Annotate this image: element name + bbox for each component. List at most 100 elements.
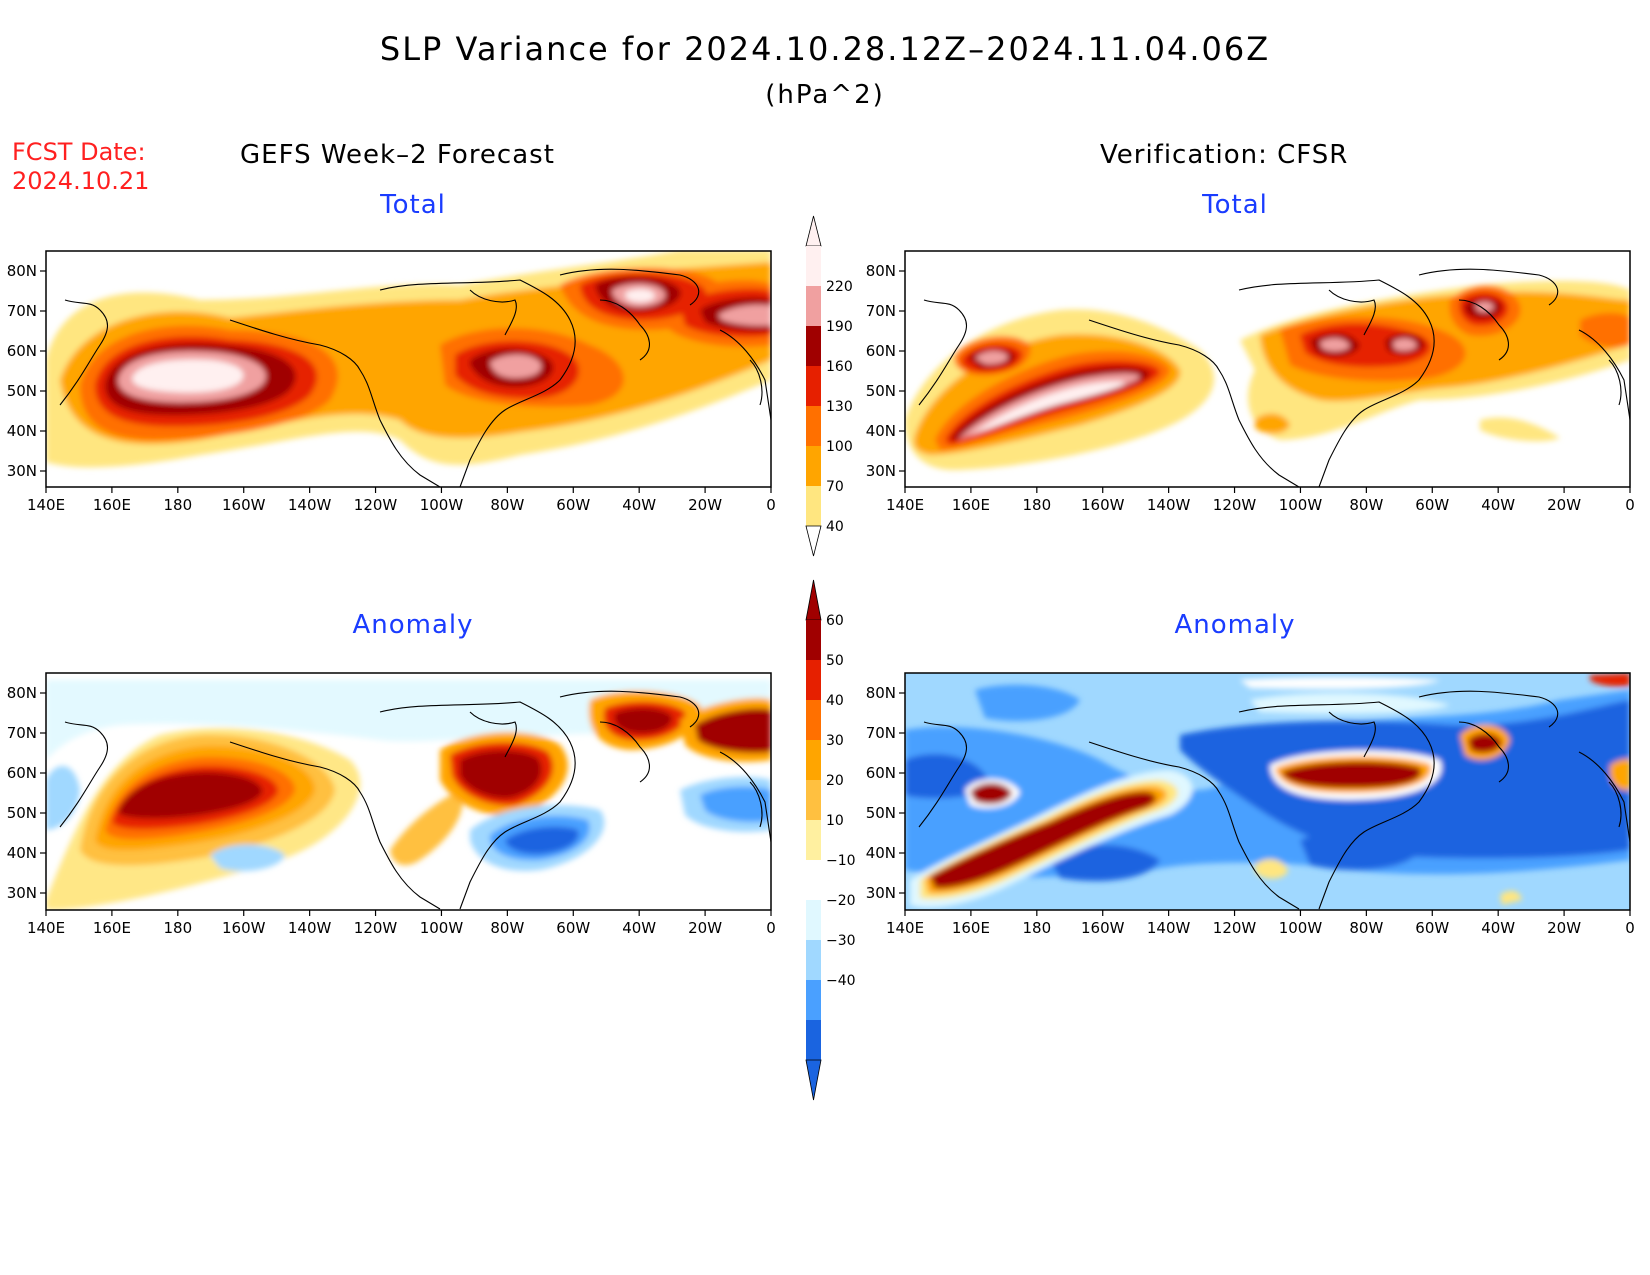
lon-label-forecast-anomaly: 40W (622, 919, 656, 937)
coastlines (59, 268, 1631, 910)
lon-label-verification-total: 140W (1147, 496, 1191, 514)
lat-label-verification-anomaly: 60N (866, 764, 896, 782)
lon-label-forecast-anomaly: 160E (93, 919, 131, 937)
total-colorbar-segment (806, 286, 821, 326)
panel-title-forecast-total: Total (380, 190, 446, 220)
lon-label-verification-anomaly: 0 (1625, 919, 1635, 937)
main-title: SLP Variance for 2024.10.28.12Z–2024.11.… (379, 30, 1271, 68)
lat-label-forecast-total: 30N (7, 462, 37, 480)
anomaly-colorbar-label: −30 (826, 933, 856, 949)
lon-label-verification-total: 160E (952, 496, 990, 514)
lon-label-forecast-total: 40W (622, 496, 656, 514)
lon-label-verification-total: 160W (1081, 496, 1125, 514)
panel-title-verification-total: Total (1202, 190, 1268, 220)
total-colorbar-label: 130 (826, 399, 853, 415)
lon-label-verification-anomaly: 40W (1481, 919, 1515, 937)
anomaly-colorbar-segment (806, 660, 821, 700)
anomaly-colorbar-label: 40 (826, 693, 844, 709)
lon-label-verification-anomaly: 20W (1547, 919, 1581, 937)
lon-label-verification-anomaly: 120W (1213, 919, 1257, 937)
lat-label-forecast-anomaly: 30N (7, 884, 37, 902)
lon-label-forecast-total: 160E (93, 496, 131, 514)
anomaly-colorbar-segment (806, 780, 821, 820)
total-colorbar-bottom-triangle (805, 525, 822, 557)
lon-label-verification-anomaly: 140W (1147, 919, 1191, 937)
lat-label-forecast-anomaly: 70N (7, 724, 37, 742)
lat-label-verification-anomaly: 50N (866, 804, 896, 822)
lat-label-verification-total: 80N (866, 262, 896, 280)
lon-label-forecast-anomaly: 100W (420, 919, 464, 937)
lon-label-forecast-total: 160W (222, 496, 266, 514)
forecast-date-block: FCST Date: 2024.10.21 (12, 138, 149, 196)
total-colorbar-segment (806, 326, 821, 366)
lon-label-verification-total: 0 (1625, 496, 1635, 514)
lon-label-forecast-total: 140E (27, 496, 65, 514)
total-colorbar-segment (806, 366, 821, 406)
lon-label-forecast-total: 20W (688, 496, 722, 514)
lat-label-verification-anomaly: 30N (866, 884, 896, 902)
forecast-date-value: 2024.10.21 (12, 167, 150, 195)
lon-label-verification-total: 60W (1415, 496, 1449, 514)
lon-label-forecast-anomaly: 140E (27, 919, 65, 937)
total-colorbar: 40 70 100 130 160 190 220 (805, 215, 853, 557)
total-colorbar-label: 190 (826, 319, 853, 335)
lon-label-forecast-anomaly: 160W (222, 919, 266, 937)
lat-label-forecast-total: 40N (7, 422, 37, 440)
lat-label-forecast-total: 80N (7, 262, 37, 280)
lon-label-forecast-anomaly: 180 (163, 919, 192, 937)
map-verification-total (905, 251, 1630, 487)
lon-label-verification-total: 40W (1481, 496, 1515, 514)
lon-label-forecast-total: 0 (766, 496, 776, 514)
lon-label-verification-anomaly: 80W (1349, 919, 1383, 937)
anomaly-colorbar-label: −20 (826, 893, 856, 909)
anomaly-colorbar-top-triangle (805, 579, 822, 621)
lon-label-forecast-total: 60W (556, 496, 590, 514)
lat-label-forecast-total: 70N (7, 302, 37, 320)
lat-label-verification-anomaly: 40N (866, 844, 896, 862)
anomaly-colorbar-label: 30 (826, 733, 844, 749)
panel-title-forecast-anomaly: Anomaly (352, 610, 474, 640)
total-colorbar-segment (806, 486, 821, 526)
total-colorbar-segment (806, 246, 821, 286)
anomaly-colorbar-label: 50 (826, 653, 844, 669)
lon-label-verification-total: 20W (1547, 496, 1581, 514)
lon-label-forecast-total: 140W (288, 496, 332, 514)
anomaly-colorbar-segment (806, 940, 821, 980)
total-colorbar-label: 100 (826, 439, 853, 455)
anomaly-colorbar-label: −10 (826, 853, 856, 869)
anomaly-colorbar-bottom-triangle (805, 1059, 822, 1101)
forecast-date-label: FCST Date: (12, 138, 146, 166)
lon-label-verification-anomaly: 140E (886, 919, 924, 937)
total-colorbar-segment (806, 406, 821, 446)
anomaly-colorbar-label: 60 (826, 613, 844, 629)
lat-label-forecast-anomaly: 60N (7, 764, 37, 782)
lon-label-forecast-total: 100W (420, 496, 464, 514)
lat-label-forecast-anomaly: 50N (7, 804, 37, 822)
map-forecast-total (46, 251, 771, 487)
lat-label-forecast-total: 60N (7, 342, 37, 360)
lat-label-forecast-anomaly: 80N (7, 684, 37, 702)
map-verification-anomaly (905, 673, 1630, 910)
lon-label-forecast-total: 80W (490, 496, 524, 514)
anomaly-colorbar-segment (806, 860, 821, 900)
lon-label-verification-total: 100W (1279, 496, 1323, 514)
lon-label-forecast-anomaly: 20W (688, 919, 722, 937)
anomaly-colorbar: 60 50 40 30 20 10 −10 −20 −30 −40 (805, 579, 856, 1101)
total-colorbar-label: 40 (826, 519, 844, 535)
anomaly-colorbar-segment (806, 820, 821, 860)
lon-label-forecast-anomaly: 0 (766, 919, 776, 937)
lon-label-verification-anomaly: 60W (1415, 919, 1449, 937)
lat-label-verification-total: 50N (866, 382, 896, 400)
total-colorbar-top-triangle (805, 215, 822, 247)
lon-label-verification-total: 120W (1213, 496, 1257, 514)
lon-label-forecast-anomaly: 80W (490, 919, 524, 937)
map-forecast-anomaly (46, 673, 771, 910)
lon-label-verification-anomaly: 180 (1022, 919, 1051, 937)
units-label: (hPa^2) (765, 80, 885, 110)
lat-label-verification-anomaly: 70N (866, 724, 896, 742)
anomaly-colorbar-label: −40 (826, 973, 856, 989)
lon-label-forecast-total: 120W (354, 496, 398, 514)
lon-label-verification-anomaly: 100W (1279, 919, 1323, 937)
lat-label-forecast-anomaly: 40N (7, 844, 37, 862)
